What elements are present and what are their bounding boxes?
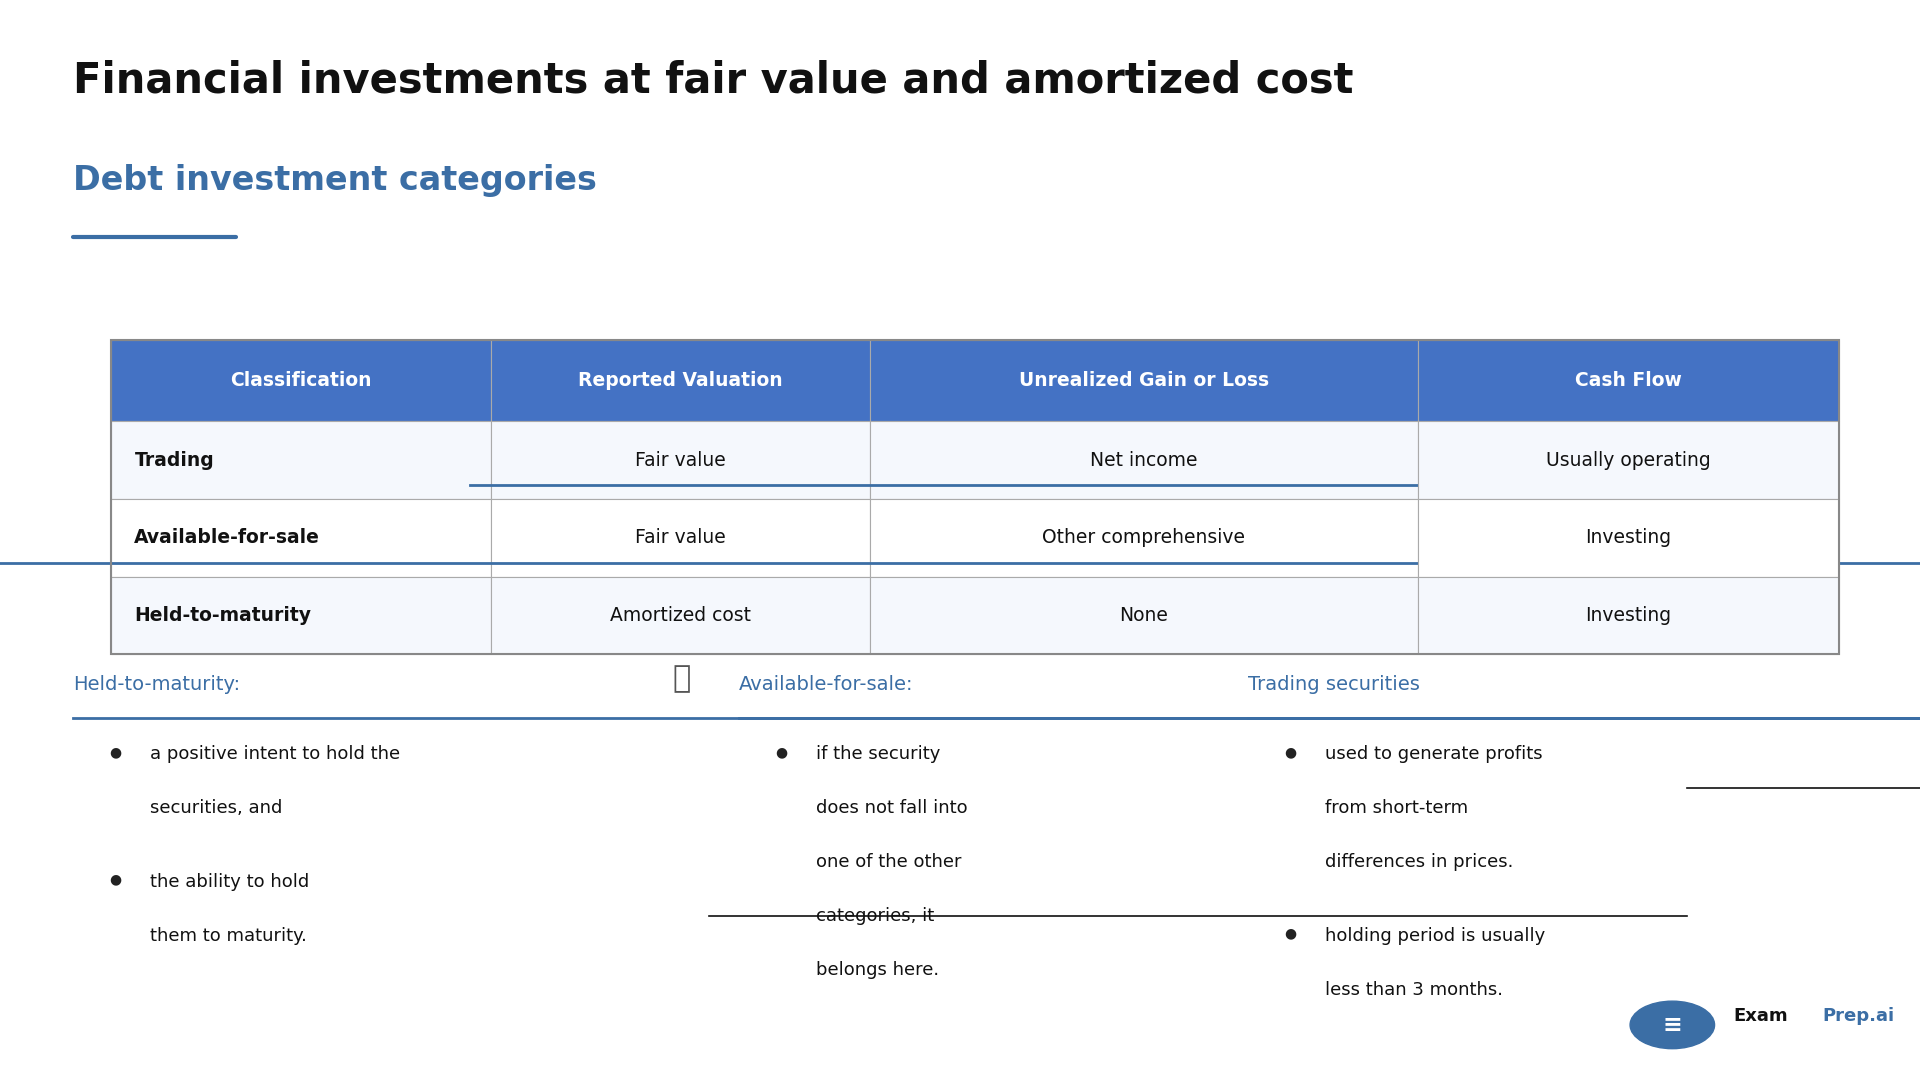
Text: Debt investment categories: Debt investment categories (73, 164, 597, 198)
Text: if the security: if the security (816, 745, 941, 764)
Text: them to maturity.: them to maturity. (150, 927, 307, 945)
Text: used to generate profits: used to generate profits (1325, 745, 1542, 764)
Text: a positive intent to hold the: a positive intent to hold the (150, 745, 399, 764)
Text: Trading securities: Trading securities (1248, 675, 1421, 694)
Bar (111, 577, 492, 654)
Bar (870, 499, 1417, 577)
Text: Reported Valuation: Reported Valuation (578, 372, 783, 390)
Text: one of the other: one of the other (816, 853, 962, 872)
Bar (870, 577, 1417, 654)
Text: Usually operating: Usually operating (1546, 450, 1711, 470)
Bar (492, 499, 870, 577)
Text: Exam: Exam (1734, 1008, 1788, 1025)
Bar (111, 340, 492, 421)
Text: 🏷: 🏷 (672, 664, 691, 693)
Text: Cash Flow: Cash Flow (1574, 372, 1682, 390)
Text: Prep.ai: Prep.ai (1822, 1008, 1895, 1025)
Bar (111, 499, 492, 577)
Text: ●: ● (776, 745, 787, 759)
Bar (1417, 577, 1839, 654)
Bar (870, 340, 1417, 421)
Text: Other comprehensive: Other comprehensive (1043, 528, 1246, 548)
Text: Held-to-maturity: Held-to-maturity (134, 606, 311, 625)
Text: Fair value: Fair value (636, 528, 726, 548)
Circle shape (1630, 1001, 1715, 1049)
Text: ●: ● (1284, 745, 1296, 759)
Bar (492, 577, 870, 654)
Text: the ability to hold: the ability to hold (150, 873, 309, 891)
Text: Investing: Investing (1586, 606, 1672, 625)
Bar (1417, 421, 1839, 499)
Bar (492, 340, 870, 421)
Text: from short-term: from short-term (1325, 799, 1469, 818)
Text: None: None (1119, 606, 1169, 625)
Bar (1417, 499, 1839, 577)
Text: holding period is usually: holding period is usually (1325, 927, 1546, 945)
Text: ●: ● (109, 873, 121, 887)
Text: Fair value: Fair value (636, 450, 726, 470)
Text: differences in prices.: differences in prices. (1325, 853, 1513, 872)
Text: Amortized cost: Amortized cost (611, 606, 751, 625)
Text: Investing: Investing (1586, 528, 1672, 548)
Text: Available-for-sale:: Available-for-sale: (739, 675, 914, 694)
Text: ≡: ≡ (1663, 1013, 1682, 1037)
Text: Classification: Classification (230, 372, 372, 390)
Bar (111, 421, 492, 499)
Bar (870, 421, 1417, 499)
Text: Financial investments at fair value and amortized cost: Financial investments at fair value and … (73, 59, 1354, 102)
Bar (492, 421, 870, 499)
Text: does not fall into: does not fall into (816, 799, 968, 818)
Text: belongs here.: belongs here. (816, 961, 939, 980)
Text: ●: ● (109, 745, 121, 759)
Text: less than 3 months.: less than 3 months. (1325, 981, 1503, 999)
Text: Unrealized Gain or Loss: Unrealized Gain or Loss (1020, 372, 1269, 390)
Text: Available-for-sale: Available-for-sale (134, 528, 321, 548)
Text: securities, and: securities, and (150, 799, 282, 818)
Text: Trading: Trading (134, 450, 215, 470)
Bar (1417, 340, 1839, 421)
Text: categories, it: categories, it (816, 907, 935, 926)
Text: Net income: Net income (1091, 450, 1198, 470)
Text: Held-to-maturity:: Held-to-maturity: (73, 675, 240, 694)
Bar (111, 340, 1839, 654)
Text: ●: ● (1284, 927, 1296, 941)
